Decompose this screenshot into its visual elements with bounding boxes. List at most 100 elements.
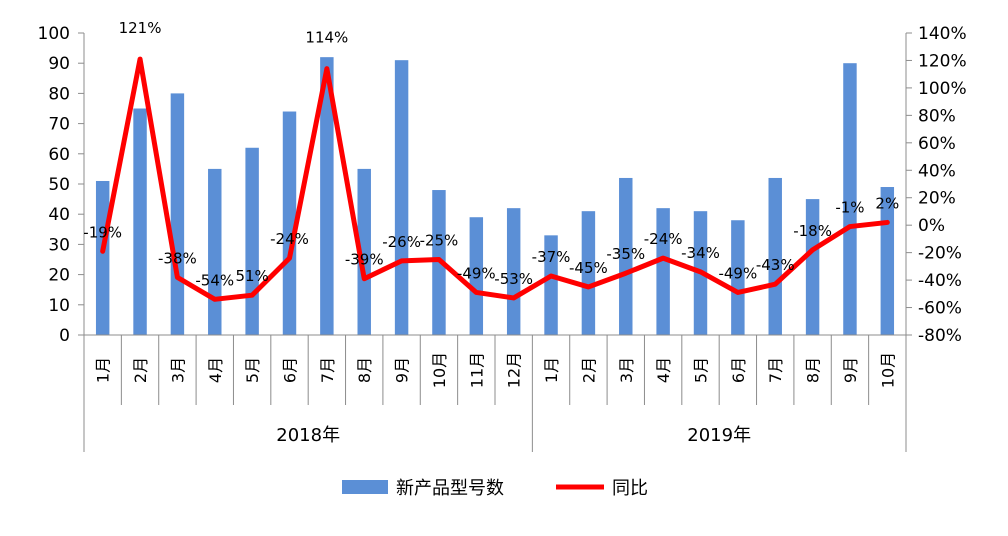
bar [95, 180, 110, 335]
bar [245, 147, 259, 335]
line-point [736, 290, 740, 294]
line-point [213, 297, 217, 301]
y-right-tick-label: -60% [918, 299, 962, 319]
bar [768, 177, 782, 335]
y-left-tick-label: 0 [59, 326, 70, 346]
line-point [885, 220, 889, 224]
y-right-tick-label: -40% [918, 271, 962, 291]
legend-bar-swatch [342, 480, 388, 494]
line-point [474, 290, 478, 294]
x-tick-label: 12月 [505, 352, 524, 388]
y-left-tick-label: 80 [48, 84, 70, 104]
line-point [362, 277, 366, 281]
bar [133, 108, 147, 335]
bar [357, 168, 371, 335]
y-left-tick-label: 20 [48, 266, 70, 286]
line-series [100, 56, 890, 302]
line-point [175, 275, 179, 279]
x-tick-label: 9月 [841, 357, 860, 383]
x-axis: 1月 2月 3月 4月 5月 6月 7月 8月 9月 10月 11月 12月 1月 2月 3月 4月 5月 6月 7… [83, 334, 907, 452]
x-tick-label: 10月 [430, 352, 449, 388]
line-point [138, 57, 142, 61]
legend: 新产品型号数 同比 [342, 478, 648, 499]
y-right-tick-label: 100% [918, 79, 967, 99]
data-label: -24% [270, 230, 309, 248]
axes: 0 10 20 30 40 50 60 70 80 90 100 -80% -60% -40% -20% 0%… [38, 24, 967, 346]
legend-bar-label: 新产品型号数 [396, 478, 504, 499]
group-label: 2019年 [687, 425, 751, 446]
y-left-tick-label: 70 [48, 115, 70, 135]
y-right-tick-label: -20% [918, 244, 962, 264]
data-label: -19% [83, 223, 122, 241]
line-point [624, 271, 628, 275]
data-label: -53% [494, 270, 533, 288]
line-path [100, 56, 890, 302]
y-right-tick-label: 40% [918, 161, 956, 181]
bar [544, 235, 558, 335]
bar [581, 211, 596, 335]
data-labels: -19% 121% -38% -54% 51% -24% 114% -39%-26%-25% -… [83, 19, 899, 289]
x-tick-label: 8月 [804, 357, 823, 383]
x-tick-label: 10月 [878, 352, 897, 388]
bar [208, 168, 222, 335]
x-tick-label: 1月 [94, 357, 113, 383]
x-tick-label: 4月 [206, 357, 225, 383]
y-right-tick-label: -80% [918, 326, 962, 346]
y-left-tick-label: 40 [48, 205, 70, 225]
x-tick-label: 2月 [131, 357, 150, 383]
data-label: 51% [235, 267, 268, 285]
data-label: -49% [718, 264, 757, 282]
line-point [512, 296, 516, 300]
line-point [699, 270, 702, 274]
line-point [437, 258, 441, 261]
x-tick-label: 4月 [654, 357, 673, 383]
data-label: -49% [457, 264, 496, 282]
data-label: 114% [305, 29, 348, 47]
line-point [811, 248, 815, 252]
bar [320, 57, 334, 335]
data-label: -45% [569, 259, 608, 277]
legend-line-label: 同比 [612, 478, 648, 499]
data-label: -25% [420, 232, 459, 250]
data-label: -39% [345, 251, 384, 269]
data-label: -37% [532, 248, 571, 266]
x-tick-label: 9月 [393, 357, 412, 383]
bar [469, 217, 484, 335]
y-right-tick-label: 60% [918, 134, 956, 154]
data-label: -35% [606, 245, 645, 263]
y-left-tick-label: 50 [48, 175, 70, 195]
line-point [586, 285, 590, 289]
line-point [549, 274, 553, 278]
bar [843, 63, 857, 335]
y-right-tick-label: 80% [918, 106, 956, 126]
data-label: -54% [195, 271, 234, 289]
line-point [661, 256, 665, 260]
data-label: -43% [756, 256, 795, 274]
x-tick-label: 7月 [766, 357, 785, 383]
y-right-tick-label: 120% [918, 51, 967, 71]
line-point [325, 67, 329, 71]
bar-series [95, 57, 895, 336]
x-tick-label: 6月 [729, 357, 748, 383]
x-tick-label: 6月 [281, 357, 300, 383]
bar [170, 93, 185, 336]
data-label: -38% [158, 249, 197, 267]
x-tick-label: 5月 [692, 357, 711, 383]
bar [394, 60, 409, 336]
data-label: -34% [681, 244, 720, 262]
y-left-tick-label: 100 [38, 24, 70, 44]
line-point [848, 225, 852, 229]
bar [506, 208, 521, 335]
y-right-tick-label: 140% [918, 24, 967, 44]
data-label: -18% [793, 222, 832, 240]
bar [282, 111, 297, 336]
data-label: 2% [875, 194, 899, 212]
x-tick-label: 2月 [579, 357, 598, 383]
bar [656, 208, 670, 335]
line-point [400, 259, 404, 263]
line-point [773, 282, 777, 286]
y-left-tick-label: 90 [48, 54, 70, 74]
data-label: -26% [382, 233, 421, 251]
x-tick-label: 3月 [168, 357, 187, 383]
